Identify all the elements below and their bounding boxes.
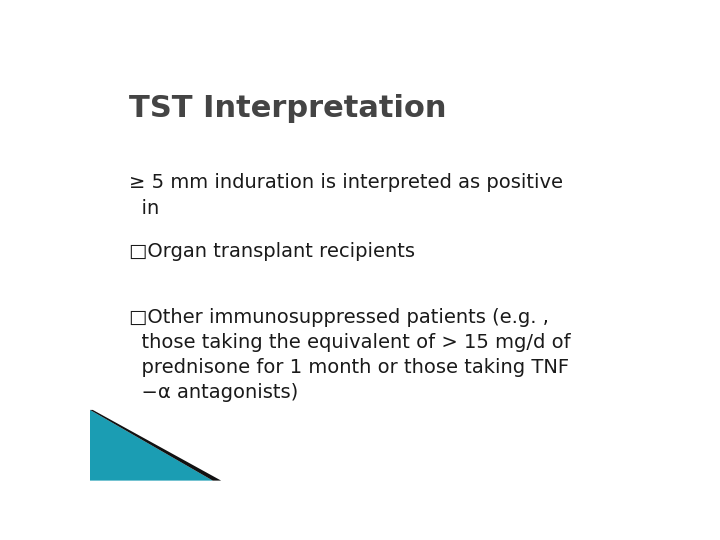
Polygon shape xyxy=(90,410,213,481)
Polygon shape xyxy=(90,410,221,481)
Text: □Other immunosuppressed patients (e.g. ,
  those taking the equivalent of > 15 m: □Other immunosuppressed patients (e.g. ,… xyxy=(129,308,571,402)
Text: □Organ transplant recipients: □Organ transplant recipients xyxy=(129,241,415,260)
Text: ≥ 5 mm induration is interpreted as positive
  in: ≥ 5 mm induration is interpreted as posi… xyxy=(129,173,563,218)
Text: TST Interpretation: TST Interpretation xyxy=(129,94,446,123)
